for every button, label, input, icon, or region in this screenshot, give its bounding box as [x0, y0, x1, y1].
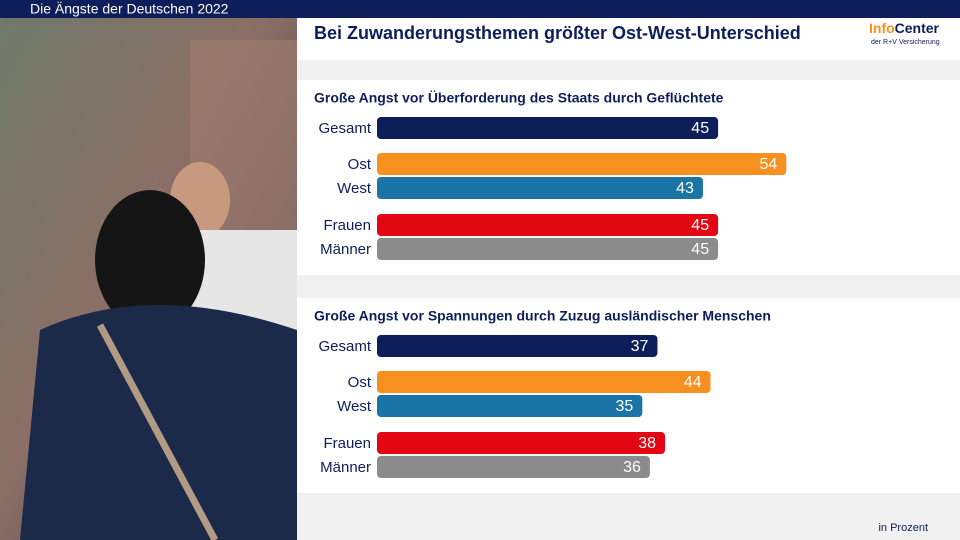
header-label: Die Ängste der Deutschen 2022 [30, 1, 229, 17]
value-label: 54 [760, 156, 778, 173]
bar [377, 214, 719, 236]
category-label: Gesamt [318, 120, 371, 137]
chart-title: Große Angst vor Überforderung des Staats… [314, 90, 724, 106]
category-label: Ost [348, 156, 372, 173]
bar [377, 177, 703, 199]
value-label: 44 [684, 374, 702, 391]
logo-a: Info [869, 20, 895, 36]
bar [377, 432, 666, 454]
value-label: 45 [691, 241, 709, 258]
category-label: Gesamt [318, 338, 371, 355]
category-label: West [337, 398, 372, 415]
title-band [297, 18, 960, 60]
logo-subtitle: der R+V Versicherung [871, 39, 940, 46]
value-label: 38 [638, 435, 656, 452]
value-label: 35 [616, 398, 634, 415]
logo: InfoCenter [869, 20, 940, 36]
charts: Große Angst vor Überforderung des Staats… [314, 90, 787, 478]
category-label: Frauen [323, 217, 371, 234]
photo [0, 0, 297, 540]
bar [377, 117, 719, 139]
slide-title: Bei Zuwanderungsthemen größter Ost-West-… [314, 23, 801, 43]
category-label: Ost [348, 374, 372, 391]
bar [377, 395, 643, 417]
category-label: West [337, 180, 372, 197]
logo-b: Center [895, 20, 940, 36]
category-label: Männer [320, 241, 371, 258]
top-bar [0, 0, 960, 18]
category-label: Frauen [323, 435, 371, 452]
value-label: 43 [676, 180, 694, 197]
bar [377, 153, 787, 175]
value-label: 37 [631, 338, 649, 355]
value-label: 45 [691, 217, 709, 234]
value-label: 45 [691, 120, 709, 137]
bar [377, 335, 658, 357]
bar [377, 371, 711, 393]
bar [377, 238, 719, 260]
footer: in Prozent [878, 522, 928, 534]
value-label: 36 [623, 459, 641, 476]
bar [377, 456, 650, 478]
chart-title: Große Angst vor Spannungen durch Zuzug a… [314, 308, 771, 324]
category-label: Männer [320, 459, 371, 476]
